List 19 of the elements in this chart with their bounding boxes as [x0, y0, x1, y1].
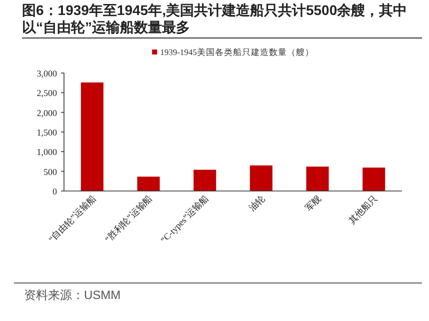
- x-tick-label: “胜利轮”运输船: [103, 193, 154, 244]
- bar: [250, 165, 272, 191]
- y-tick-label: 1,500: [36, 128, 58, 138]
- text: 资料来源：USMM: [24, 288, 121, 302]
- bar: [194, 170, 216, 191]
- x-tick-label: 油轮: [246, 193, 267, 214]
- y-tick-label: 2,000: [36, 108, 58, 118]
- x-tick-label: 军舰: [303, 193, 323, 214]
- chart-title: 图6：1939年至1945年,美国共计建造船只共计5500余艘，其中以“自由轮”运输船数量最多: [22, 2, 408, 36]
- bar: [80, 82, 104, 191]
- x-tick-label: 其他船只: [346, 193, 380, 226]
- y-tick-label: 2,500: [36, 88, 58, 98]
- legend-label: 1939-1945美国各类船只建造数量（艘）: [160, 47, 314, 57]
- bar: [306, 166, 329, 191]
- y-tick-label: 500: [44, 166, 58, 177]
- bar: [362, 168, 386, 191]
- y-tick-label: 1,000: [36, 147, 58, 158]
- bar: [137, 176, 160, 191]
- y-tick-label: 3,000: [36, 68, 58, 78]
